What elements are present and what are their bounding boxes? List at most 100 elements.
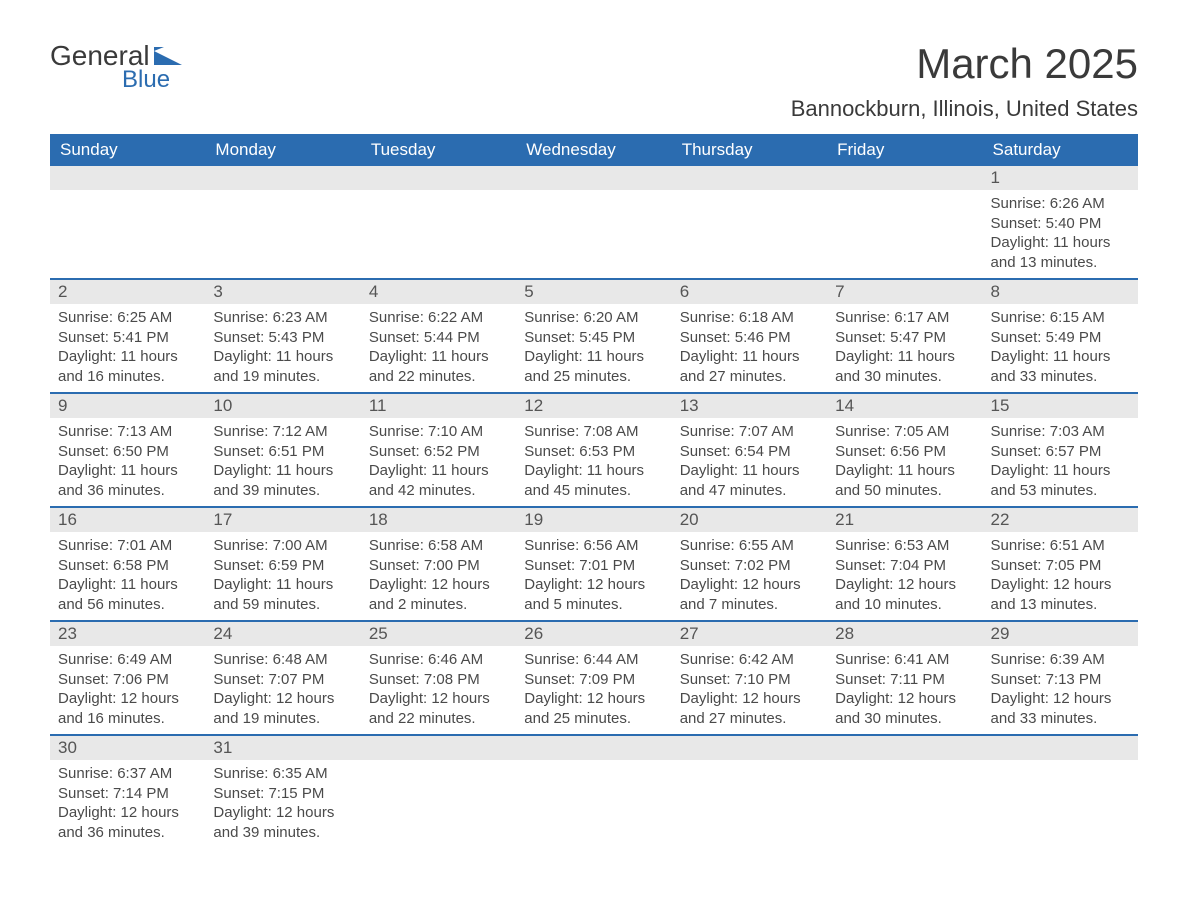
calendar-cell: 23Sunrise: 6:49 AMSunset: 7:06 PMDayligh… [50,620,205,734]
calendar-cell: 15Sunrise: 7:03 AMSunset: 6:57 PMDayligh… [983,392,1138,506]
calendar-cell [205,166,360,278]
day-data: Sunrise: 6:55 AMSunset: 7:02 PMDaylight:… [672,532,827,620]
calendar-cell [516,734,671,848]
day-number-empty [827,166,982,190]
day-data-empty [205,190,360,250]
calendar-cell: 18Sunrise: 6:58 AMSunset: 7:00 PMDayligh… [361,506,516,620]
day-number-empty [827,734,982,760]
day-header: Sunday [50,134,205,166]
day-data-empty [50,190,205,250]
day-number: 31 [205,734,360,760]
day-number: 29 [983,620,1138,646]
calendar-cell: 16Sunrise: 7:01 AMSunset: 6:58 PMDayligh… [50,506,205,620]
day-number: 7 [827,278,982,304]
calendar-cell [672,166,827,278]
day-data: Sunrise: 6:26 AMSunset: 5:40 PMDaylight:… [983,190,1138,278]
day-number: 14 [827,392,982,418]
calendar-cell: 2Sunrise: 6:25 AMSunset: 5:41 PMDaylight… [50,278,205,392]
day-number-empty [361,734,516,760]
day-number-empty [361,166,516,190]
calendar-cell: 3Sunrise: 6:23 AMSunset: 5:43 PMDaylight… [205,278,360,392]
calendar-cell: 6Sunrise: 6:18 AMSunset: 5:46 PMDaylight… [672,278,827,392]
calendar-cell: 28Sunrise: 6:41 AMSunset: 7:11 PMDayligh… [827,620,982,734]
logo-text-blue: Blue [122,66,182,94]
calendar-cell: 22Sunrise: 6:51 AMSunset: 7:05 PMDayligh… [983,506,1138,620]
day-number: 12 [516,392,671,418]
day-number: 5 [516,278,671,304]
calendar-cell [827,166,982,278]
calendar-cell [361,166,516,278]
day-number-empty [983,734,1138,760]
calendar-header-row: SundayMondayTuesdayWednesdayThursdayFrid… [50,134,1138,166]
calendar-cell: 13Sunrise: 7:07 AMSunset: 6:54 PMDayligh… [672,392,827,506]
logo-flag-icon [154,47,182,65]
day-number: 24 [205,620,360,646]
day-number: 21 [827,506,982,532]
calendar-cell: 25Sunrise: 6:46 AMSunset: 7:08 PMDayligh… [361,620,516,734]
calendar-week-row: 1Sunrise: 6:26 AMSunset: 5:40 PMDaylight… [50,166,1138,278]
day-data: Sunrise: 6:39 AMSunset: 7:13 PMDaylight:… [983,646,1138,734]
day-number: 22 [983,506,1138,532]
day-data: Sunrise: 6:44 AMSunset: 7:09 PMDaylight:… [516,646,671,734]
day-data: Sunrise: 6:41 AMSunset: 7:11 PMDaylight:… [827,646,982,734]
calendar-cell: 14Sunrise: 7:05 AMSunset: 6:56 PMDayligh… [827,392,982,506]
day-header: Friday [827,134,982,166]
calendar-cell: 4Sunrise: 6:22 AMSunset: 5:44 PMDaylight… [361,278,516,392]
day-number: 11 [361,392,516,418]
day-header: Thursday [672,134,827,166]
day-number: 1 [983,166,1138,190]
day-data: Sunrise: 7:10 AMSunset: 6:52 PMDaylight:… [361,418,516,506]
day-number: 4 [361,278,516,304]
day-data-empty [827,760,982,820]
day-data-empty [361,190,516,250]
day-header: Monday [205,134,360,166]
title-block: March 2025 Bannockburn, Illinois, United… [791,40,1138,122]
calendar-week-row: 30Sunrise: 6:37 AMSunset: 7:14 PMDayligh… [50,734,1138,848]
day-data: Sunrise: 6:58 AMSunset: 7:00 PMDaylight:… [361,532,516,620]
logo: General Blue [50,40,182,94]
day-number-empty [672,166,827,190]
day-number: 27 [672,620,827,646]
day-header: Wednesday [516,134,671,166]
calendar-cell: 21Sunrise: 6:53 AMSunset: 7:04 PMDayligh… [827,506,982,620]
calendar-week-row: 23Sunrise: 6:49 AMSunset: 7:06 PMDayligh… [50,620,1138,734]
day-number-empty [205,166,360,190]
calendar-cell: 17Sunrise: 7:00 AMSunset: 6:59 PMDayligh… [205,506,360,620]
day-number: 3 [205,278,360,304]
day-data-empty [672,190,827,250]
calendar-cell: 29Sunrise: 6:39 AMSunset: 7:13 PMDayligh… [983,620,1138,734]
calendar-cell: 7Sunrise: 6:17 AMSunset: 5:47 PMDaylight… [827,278,982,392]
day-number: 2 [50,278,205,304]
day-data: Sunrise: 6:51 AMSunset: 7:05 PMDaylight:… [983,532,1138,620]
day-data-empty [672,760,827,820]
calendar-cell [983,734,1138,848]
day-data: Sunrise: 6:15 AMSunset: 5:49 PMDaylight:… [983,304,1138,392]
calendar-cell: 11Sunrise: 7:10 AMSunset: 6:52 PMDayligh… [361,392,516,506]
day-data: Sunrise: 6:48 AMSunset: 7:07 PMDaylight:… [205,646,360,734]
day-number: 16 [50,506,205,532]
calendar-body: 1Sunrise: 6:26 AMSunset: 5:40 PMDaylight… [50,166,1138,848]
day-data: Sunrise: 6:35 AMSunset: 7:15 PMDaylight:… [205,760,360,848]
calendar-cell: 24Sunrise: 6:48 AMSunset: 7:07 PMDayligh… [205,620,360,734]
calendar-week-row: 9Sunrise: 7:13 AMSunset: 6:50 PMDaylight… [50,392,1138,506]
calendar-cell [827,734,982,848]
day-number: 8 [983,278,1138,304]
day-number: 28 [827,620,982,646]
day-data: Sunrise: 6:17 AMSunset: 5:47 PMDaylight:… [827,304,982,392]
calendar-cell [672,734,827,848]
day-data: Sunrise: 7:07 AMSunset: 6:54 PMDaylight:… [672,418,827,506]
day-data-empty [516,190,671,250]
day-number: 30 [50,734,205,760]
day-data: Sunrise: 7:03 AMSunset: 6:57 PMDaylight:… [983,418,1138,506]
day-number: 26 [516,620,671,646]
calendar-cell: 9Sunrise: 7:13 AMSunset: 6:50 PMDaylight… [50,392,205,506]
calendar-cell: 10Sunrise: 7:12 AMSunset: 6:51 PMDayligh… [205,392,360,506]
month-title: March 2025 [791,40,1138,88]
day-number: 25 [361,620,516,646]
day-data: Sunrise: 7:12 AMSunset: 6:51 PMDaylight:… [205,418,360,506]
day-data: Sunrise: 7:13 AMSunset: 6:50 PMDaylight:… [50,418,205,506]
calendar-cell: 31Sunrise: 6:35 AMSunset: 7:15 PMDayligh… [205,734,360,848]
calendar-cell: 5Sunrise: 6:20 AMSunset: 5:45 PMDaylight… [516,278,671,392]
day-data-empty [983,760,1138,820]
calendar-cell: 19Sunrise: 6:56 AMSunset: 7:01 PMDayligh… [516,506,671,620]
